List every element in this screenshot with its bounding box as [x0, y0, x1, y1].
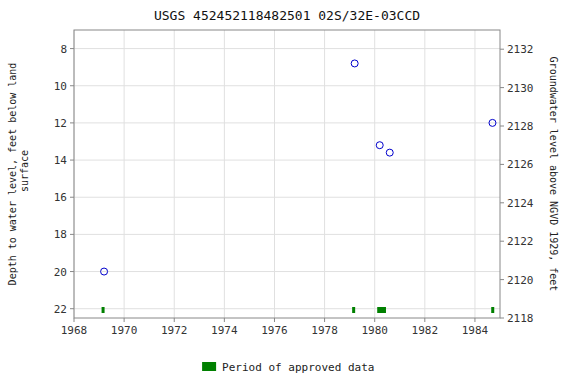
- y2-tick-label: 2128: [507, 120, 534, 133]
- chart: 1968 1970 1972 1974 1976 1978 1980 1982 1984 8 10 1…: [0, 0, 576, 384]
- axes: 1968 1970 1972 1974 1976 1978 1980 1982 1984 8 10 1…: [54, 43, 534, 337]
- x-grid-line: [374, 30, 375, 318]
- y-tick: [70, 197, 74, 198]
- x-tick-label: 1978: [311, 324, 338, 337]
- x-tick: [424, 318, 425, 322]
- y-tick: [70, 271, 74, 272]
- y2-tick: [500, 279, 504, 280]
- y2-tick: [500, 241, 504, 242]
- y2-tick: [500, 126, 504, 127]
- x-tick-label: 1972: [161, 324, 188, 337]
- legend: Period of approved data: [202, 361, 374, 374]
- x-grid-line: [174, 30, 175, 318]
- y-tick-label: 22: [54, 303, 67, 316]
- y-axis-label-line: surface: [19, 150, 30, 198]
- x-tick-label: 1970: [111, 324, 138, 337]
- y-axis-label-line: Depth to water level, feet below land: [7, 63, 18, 286]
- y-tick-label: 18: [54, 228, 67, 241]
- y2-tick: [500, 87, 504, 88]
- y-grid-line: [74, 160, 500, 161]
- point: [386, 149, 393, 156]
- x-tick: [474, 318, 475, 322]
- y-axis-label: Depth to water level, feet below land su…: [7, 63, 30, 286]
- x-tick: [224, 318, 225, 322]
- y-tick-label: 20: [54, 266, 67, 279]
- title: USGS 452452118482501 02S/32E-03CCD: [154, 8, 420, 23]
- y2-tick-label: 2130: [507, 82, 534, 95]
- approved-period: [102, 307, 105, 313]
- y2-tick: [500, 318, 504, 319]
- x-grid-line: [474, 30, 475, 318]
- y2-tick-label: 2118: [507, 312, 534, 325]
- x-tick: [124, 318, 125, 322]
- x-tick: [374, 318, 375, 322]
- x-grid-line: [424, 30, 425, 318]
- y2-tick-label: 2124: [507, 197, 534, 210]
- approved-period: [491, 307, 494, 313]
- point: [489, 119, 496, 126]
- x-grid-line: [274, 30, 275, 318]
- y-grid-line: [74, 85, 500, 86]
- x-tick-label: 1982: [412, 324, 439, 337]
- y2-tick: [500, 202, 504, 203]
- y-tick: [70, 85, 74, 86]
- point: [101, 268, 108, 275]
- y-tick-label: 10: [54, 80, 67, 93]
- y-tick: [70, 122, 74, 123]
- background: [0, 0, 576, 384]
- legend-label: Period of approved data: [222, 361, 374, 374]
- y-grid-line: [74, 197, 500, 198]
- grid: [74, 30, 500, 318]
- x-tick-label: 1980: [361, 324, 388, 337]
- x-grid-line: [124, 30, 125, 318]
- y2-tick: [500, 164, 504, 165]
- x-tick: [274, 318, 275, 322]
- y2-tick: [500, 49, 504, 50]
- y2-tick-label: 2132: [507, 43, 534, 56]
- approved-period: [352, 307, 355, 313]
- y-grid-line: [74, 48, 500, 49]
- plot-frame: [74, 30, 500, 318]
- y-grid-line: [74, 308, 500, 309]
- legend-swatch: [202, 362, 216, 371]
- approved-period: [377, 307, 386, 313]
- point: [376, 142, 383, 149]
- x-tick: [74, 318, 75, 322]
- x-tick: [324, 318, 325, 322]
- x-grid-line: [324, 30, 325, 318]
- point: [351, 60, 358, 67]
- y-tick-label: 8: [60, 43, 67, 56]
- plot-area: [101, 60, 496, 313]
- y-tick: [70, 48, 74, 49]
- y-tick: [70, 234, 74, 235]
- y-tick: [70, 160, 74, 161]
- y-tick-label: 12: [54, 117, 67, 130]
- y-grid-line: [74, 271, 500, 272]
- y2-tick-label: 2120: [507, 274, 534, 287]
- y2-tick-label: 2126: [507, 158, 534, 171]
- x-tick-label: 1976: [261, 324, 288, 337]
- x-tick-label: 1968: [61, 324, 88, 337]
- y2-tick-label: 2122: [507, 235, 534, 248]
- x-tick-label: 1974: [211, 324, 238, 337]
- y2-axis-label: Groundwater level above NGVD 1929, feet: [548, 57, 559, 292]
- y-tick-label: 16: [54, 191, 67, 204]
- x-tick: [174, 318, 175, 322]
- y-tick-label: 14: [54, 154, 68, 167]
- y-grid-line: [74, 122, 500, 123]
- x-tick-label: 1984: [462, 324, 489, 337]
- x-grid-line: [224, 30, 225, 318]
- y-tick: [70, 308, 74, 309]
- y-grid-line: [74, 234, 500, 235]
